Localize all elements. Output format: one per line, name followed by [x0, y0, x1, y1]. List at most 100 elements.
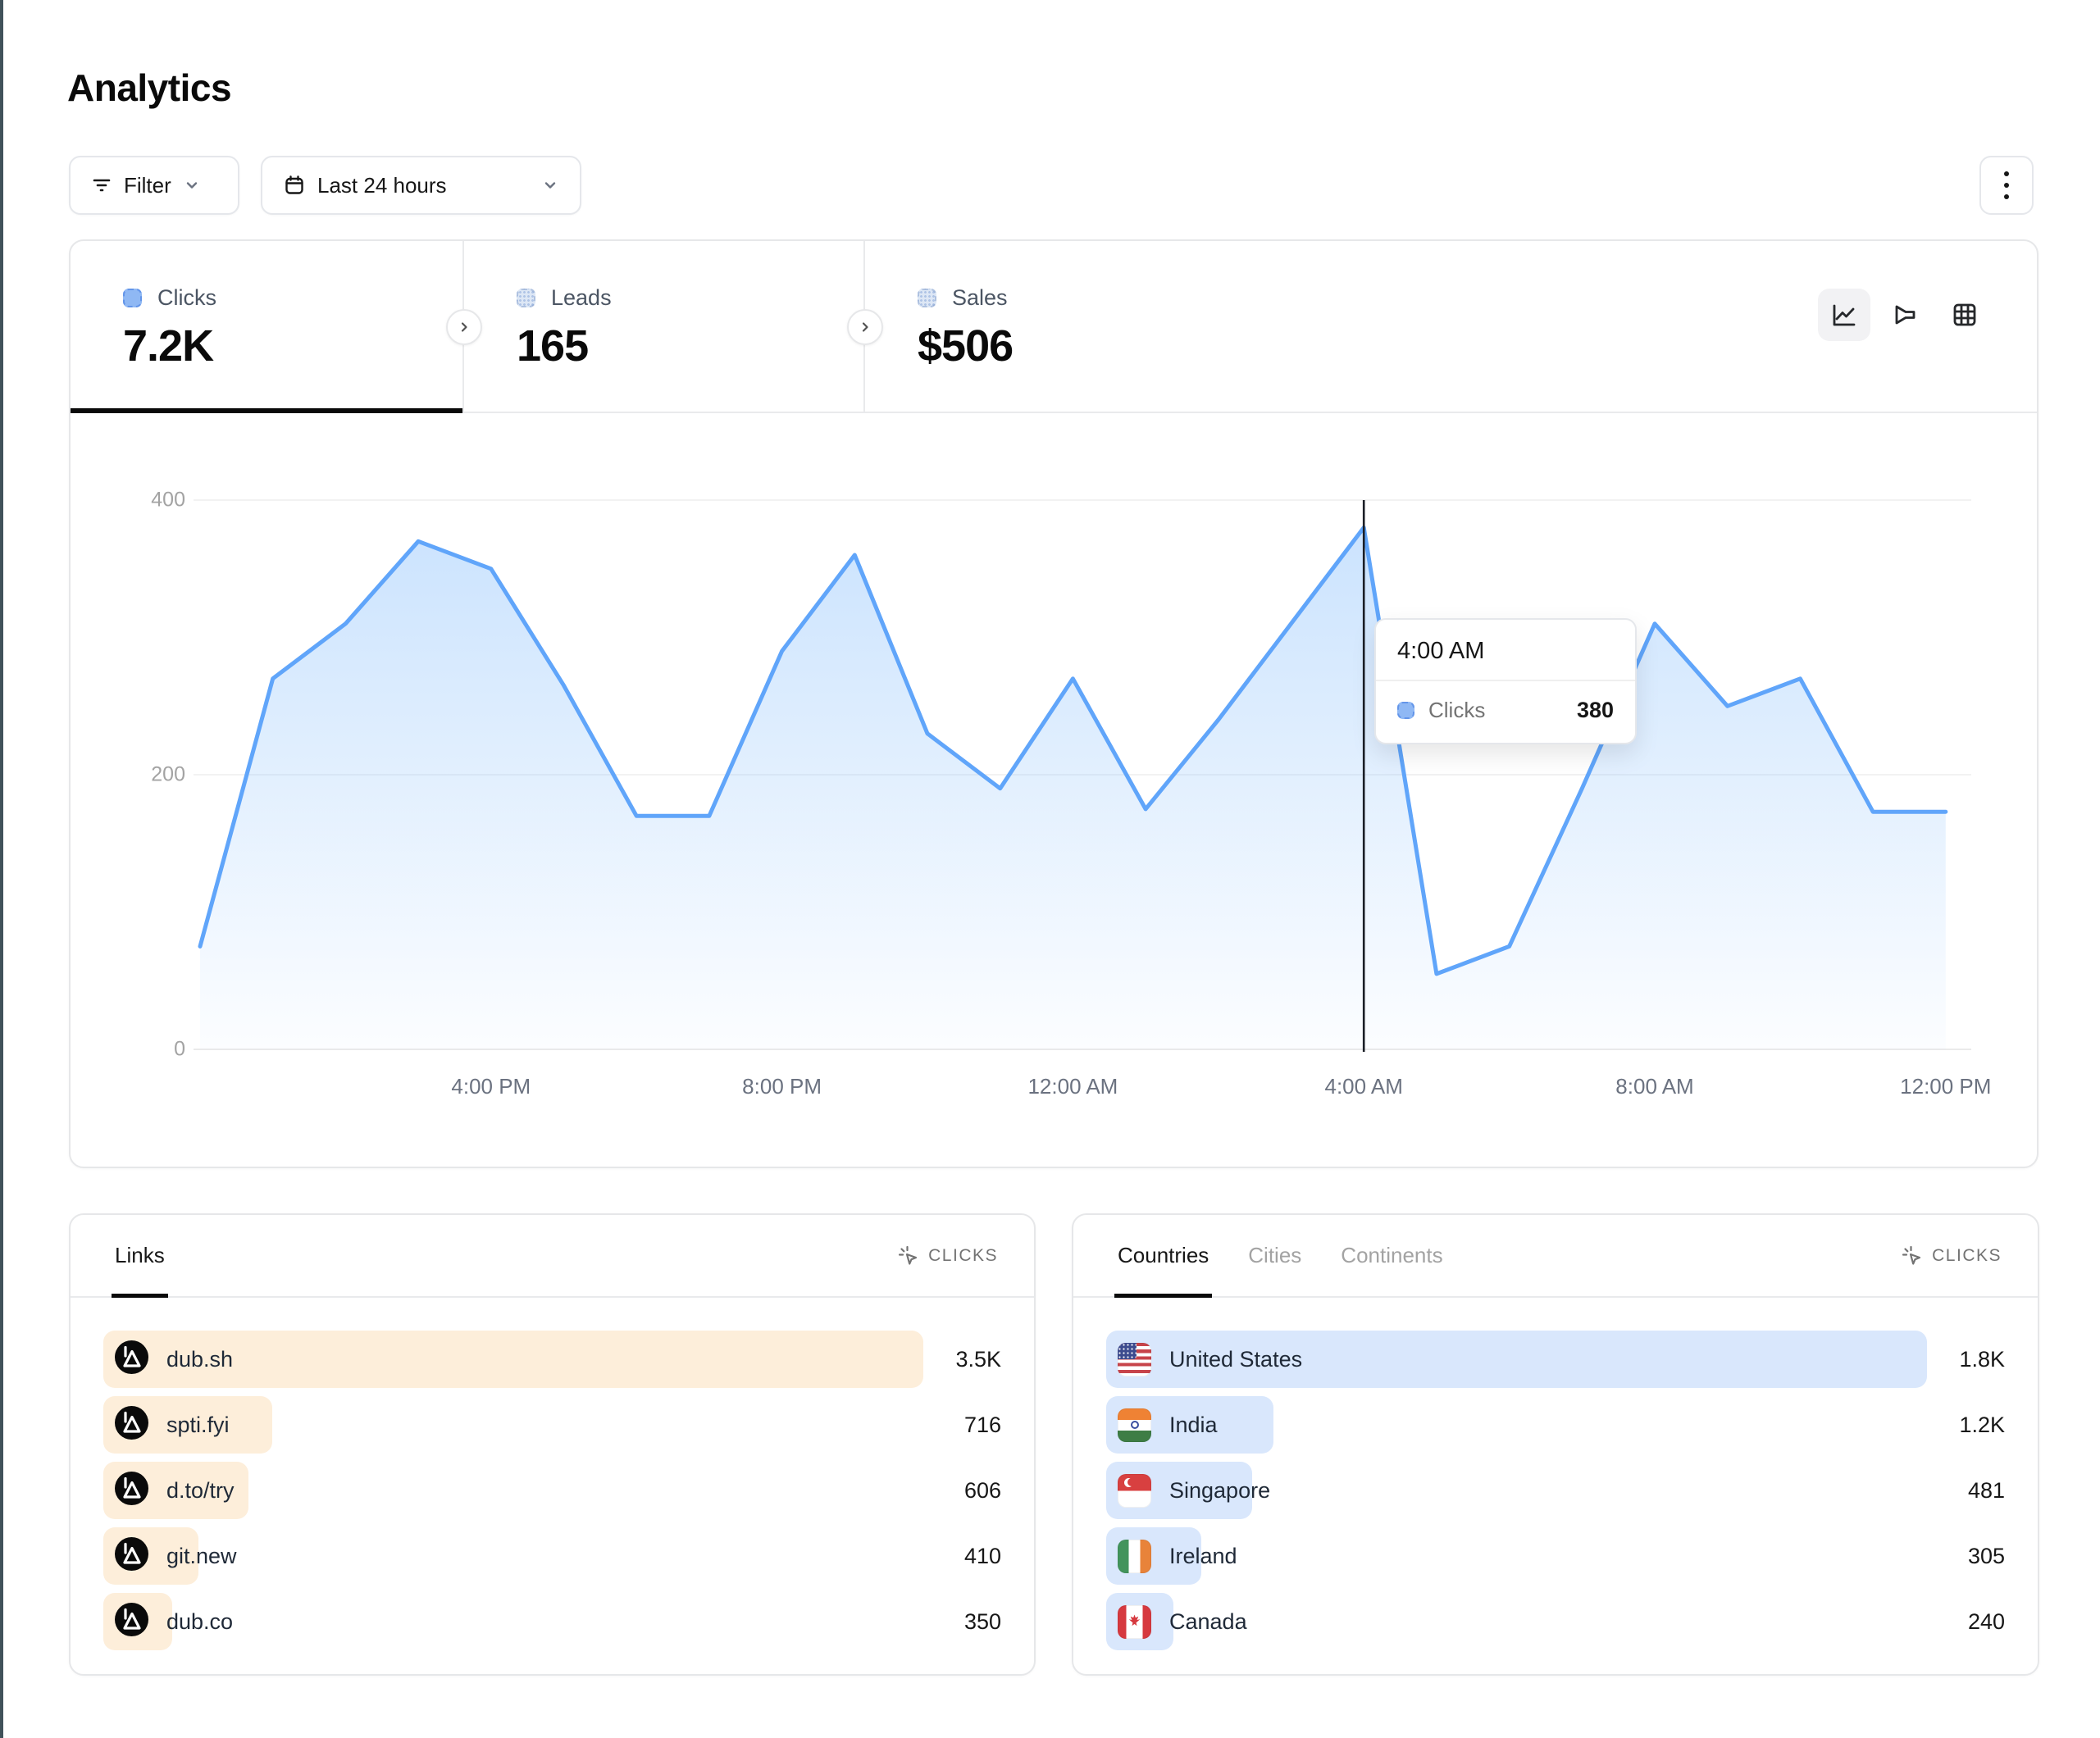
list-item[interactable]: India 1.2K	[1106, 1396, 2005, 1454]
y-tick-label: 0	[174, 1037, 185, 1061]
row-value: 305	[1967, 1543, 2005, 1568]
row-value: 410	[963, 1543, 1001, 1568]
expand-leads-button[interactable]	[847, 309, 883, 345]
stat-card-sales[interactable]: Sales $506	[865, 241, 2037, 412]
stat-label: Sales	[952, 285, 1008, 310]
row-value: 1.8K	[1959, 1346, 2005, 1372]
row-label: Singapore	[1169, 1477, 1271, 1503]
metric-label: CLICKS	[928, 1245, 998, 1265]
links-panel: Links CLICKS dub.sh 3.5K spti.fyi 716	[69, 1213, 1036, 1676]
x-tick-label: 8:00 AM	[1615, 1074, 1694, 1099]
row-label: Canada	[1169, 1608, 1247, 1634]
grid-chart-view-button[interactable]	[1938, 289, 1991, 341]
links-tabs: Links	[112, 1215, 168, 1298]
chart-tooltip: 4:00 AM Clicks 380	[1374, 618, 1637, 744]
ie-flag-icon	[1118, 1539, 1151, 1573]
tab-links[interactable]: Links	[112, 1215, 168, 1298]
tooltip-series-label: Clicks	[1428, 698, 1486, 722]
row-label: dub.co	[166, 1608, 234, 1634]
stat-label: Clicks	[157, 285, 216, 310]
in-flag-icon	[1118, 1408, 1151, 1442]
stat-value: 7.2K	[123, 321, 214, 371]
tooltip-legend-square-icon	[1397, 702, 1414, 719]
y-tick-label: 200	[151, 762, 185, 786]
countries-tabs: Countries Cities Continents	[1114, 1215, 1443, 1298]
date-range-label: Last 24 hours	[317, 172, 447, 198]
dub-logo-icon	[115, 1406, 148, 1440]
countries-panel: Countries Cities Continents CLICKS Unite…	[1072, 1213, 2039, 1676]
cursor-click-icon	[1901, 1244, 1923, 1267]
date-range-button[interactable]: Last 24 hours	[261, 156, 581, 215]
us-flag-icon	[1118, 1342, 1151, 1376]
window-edge-strip	[0, 0, 3, 1738]
row-label: Ireland	[1169, 1543, 1237, 1568]
active-stat-underline	[71, 408, 462, 413]
list-item[interactable]: spti.fyi 716	[103, 1396, 1001, 1454]
dub-logo-icon	[115, 1340, 148, 1374]
dub-logo-icon	[115, 1406, 148, 1444]
calendar-icon	[284, 175, 305, 196]
x-tick-label: 12:00 PM	[1900, 1074, 1992, 1099]
chevron-right-icon	[862, 322, 868, 332]
stat-card-clicks[interactable]: Clicks 7.2K	[71, 241, 464, 413]
page-title: Analytics	[67, 66, 232, 109]
grid-chart-icon	[1953, 303, 1976, 326]
legend-square-icon	[123, 289, 142, 307]
row-label: United States	[1169, 1346, 1303, 1372]
list-item[interactable]: dub.sh 3.5K	[103, 1331, 1001, 1388]
tab-continents[interactable]: Continents	[1341, 1243, 1443, 1267]
line-chart-view-button[interactable]	[1818, 289, 1870, 341]
filter-icon	[92, 175, 112, 195]
x-tick-label: 12:00 AM	[1027, 1074, 1118, 1099]
filter-button[interactable]: Filter	[69, 156, 239, 215]
legend-square-icon	[918, 289, 936, 307]
tab-cities[interactable]: Cities	[1248, 1243, 1302, 1267]
list-item[interactable]: Canada 240	[1106, 1593, 2005, 1650]
y-tick-label: 400	[151, 488, 185, 512]
list-item[interactable]: d.to/try 606	[103, 1462, 1001, 1519]
dub-logo-icon	[115, 1472, 148, 1505]
list-item[interactable]: dub.co 350	[103, 1593, 1001, 1650]
links-metric-header[interactable]: CLICKS	[897, 1244, 998, 1267]
kebab-menu-button[interactable]	[1979, 156, 2034, 215]
row-label: git.new	[166, 1543, 237, 1568]
chart-area-fill	[200, 527, 1946, 1049]
sg-flag-icon	[1118, 1473, 1151, 1508]
chart-line	[198, 525, 1948, 976]
row-bar	[103, 1331, 923, 1388]
chevron-down-icon	[184, 177, 200, 193]
list-item[interactable]: Singapore 481	[1106, 1462, 2005, 1519]
ca-flag-icon	[1118, 1604, 1151, 1639]
list-item[interactable]: Ireland 305	[1106, 1527, 2005, 1585]
countries-metric-header[interactable]: CLICKS	[1901, 1244, 2002, 1267]
row-value: 3.5K	[955, 1346, 1001, 1372]
row-value: 1.2K	[1959, 1412, 2005, 1437]
list-item[interactable]: United States 1.8K	[1106, 1331, 2005, 1388]
dub-logo-icon	[115, 1603, 148, 1636]
stat-card-leads[interactable]: Leads 165	[464, 241, 865, 412]
x-tick-label: 4:00 PM	[451, 1074, 531, 1099]
list-item[interactable]: git.new 410	[103, 1527, 1001, 1585]
x-tick-label: 4:00 AM	[1324, 1074, 1403, 1099]
tab-countries[interactable]: Countries	[1114, 1215, 1213, 1298]
stats-row: Clicks 7.2K Leads 165 Sales $506	[71, 241, 2037, 413]
chevron-down-icon	[542, 177, 558, 193]
legend-square-icon	[517, 289, 535, 307]
row-value: 240	[1967, 1608, 2005, 1634]
row-bar	[1106, 1331, 1927, 1388]
cursor-click-icon	[897, 1244, 919, 1267]
kebab-menu-icon	[2004, 171, 2009, 199]
funnel-chart-icon	[1895, 305, 1916, 325]
row-label: India	[1169, 1412, 1218, 1437]
stat-value: 165	[517, 321, 589, 371]
line-chart-icon	[1833, 304, 1856, 326]
dub-logo-icon	[115, 1340, 148, 1378]
chevron-right-icon	[461, 322, 467, 332]
expand-clicks-button[interactable]	[446, 309, 482, 345]
dub-logo-icon	[115, 1537, 148, 1571]
funnel-chart-view-button[interactable]	[1879, 289, 1931, 341]
countries-list: United States 1.8K India 1.2K Singapore …	[1073, 1298, 2038, 1650]
stat-label: Leads	[551, 285, 612, 310]
dub-logo-icon	[115, 1537, 148, 1575]
dub-logo-icon	[115, 1472, 148, 1509]
